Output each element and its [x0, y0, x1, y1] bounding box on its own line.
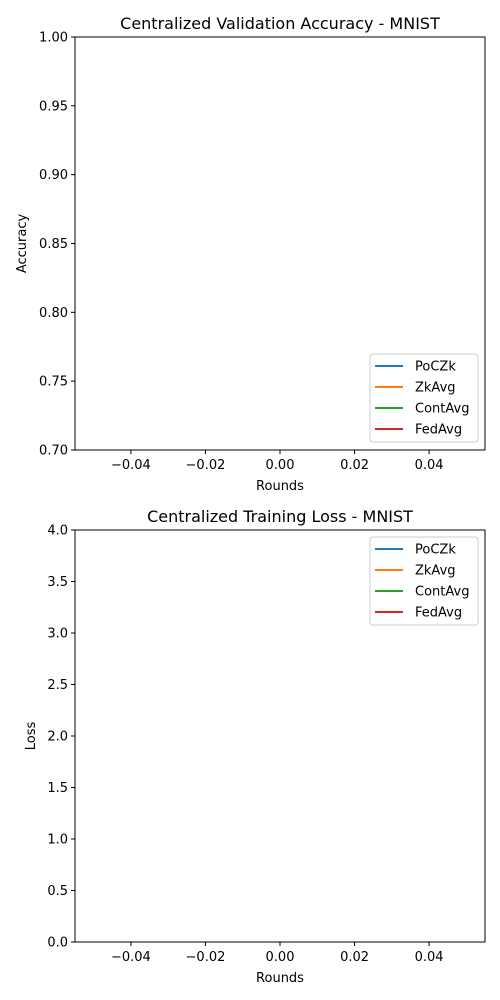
axes-frame — [74, 36, 486, 451]
y-tick-label: 0.5 — [47, 884, 68, 899]
y-axis-ticks: 0.70 0.75 0.80 0.85 0.90 0.95 1.00 — [39, 31, 75, 459]
loss-chart: Centralized Training Loss - MNIST 0.0 0.5… — [24, 507, 486, 986]
y-tick-label: 2.0 — [47, 730, 68, 745]
x-axis-ticks: −0.04 −0.02 0.00 0.02 0.04 — [111, 450, 444, 473]
legend-frame — [369, 353, 479, 443]
y-tick-label: 2.5 — [47, 678, 68, 693]
y-tick-label: 0.90 — [39, 168, 68, 183]
y-tick-label: 3.0 — [47, 627, 68, 642]
x-axis-label: Rounds — [256, 479, 304, 494]
x-tick-label: 0.04 — [415, 458, 444, 473]
legend-label-poczk: PoCZk — [415, 360, 456, 375]
legend-label-fedavg: FedAvg — [415, 606, 462, 621]
x-tick-label: 0.04 — [415, 950, 444, 965]
x-tick-label: 0.02 — [340, 458, 369, 473]
chart-title: Centralized Training Loss - MNIST — [147, 507, 413, 526]
legend-label-zkavg: ZkAvg — [415, 564, 456, 579]
y-tick-label: 0.80 — [39, 306, 68, 321]
legend-frame — [369, 536, 479, 626]
x-axis-label: Rounds — [256, 971, 304, 986]
axes-frame — [74, 529, 486, 943]
x-tick-label: 0.02 — [340, 950, 369, 965]
legend: PoCZk ZkAvg ContAvg FedAvg — [369, 536, 479, 626]
legend-label-contavg: ContAvg — [415, 585, 469, 600]
x-tick-label: −0.02 — [186, 950, 226, 965]
y-tick-label: 1.0 — [47, 833, 68, 848]
y-tick-label: 1.00 — [39, 31, 68, 46]
y-tick-label: 0.75 — [39, 375, 68, 390]
y-tick-label: 0.95 — [39, 99, 68, 114]
legend-label-contavg: ContAvg — [415, 402, 469, 417]
x-tick-label: −0.02 — [186, 458, 226, 473]
x-tick-label: −0.04 — [111, 950, 151, 965]
y-tick-label: 1.5 — [47, 781, 68, 796]
chart-title: Centralized Validation Accuracy - MNIST — [120, 14, 440, 33]
legend-label-poczk: PoCZk — [415, 543, 456, 558]
y-axis-ticks: 0.0 0.5 1.0 1.5 2.0 2.5 3.0 3.5 4.0 — [47, 524, 75, 951]
y-tick-label: 4.0 — [47, 524, 68, 539]
legend: PoCZk ZkAvg ContAvg FedAvg — [369, 353, 479, 443]
y-tick-label: 0.0 — [47, 936, 68, 951]
y-axis-label: Accuracy — [15, 214, 30, 274]
y-tick-label: 3.5 — [47, 575, 68, 590]
y-tick-label: 0.85 — [39, 237, 68, 252]
legend-label-fedavg: FedAvg — [415, 423, 462, 438]
y-axis-label: Loss — [24, 722, 39, 751]
legend-label-zkavg: ZkAvg — [415, 381, 456, 396]
y-tick-label: 0.70 — [39, 444, 68, 459]
accuracy-chart: Centralized Validation Accuracy - MNIST … — [15, 14, 486, 494]
x-tick-label: 0.00 — [266, 950, 295, 965]
x-axis-ticks: −0.04 −0.02 0.00 0.02 0.04 — [111, 942, 444, 965]
x-tick-label: 0.00 — [266, 458, 295, 473]
x-tick-label: −0.04 — [111, 458, 151, 473]
